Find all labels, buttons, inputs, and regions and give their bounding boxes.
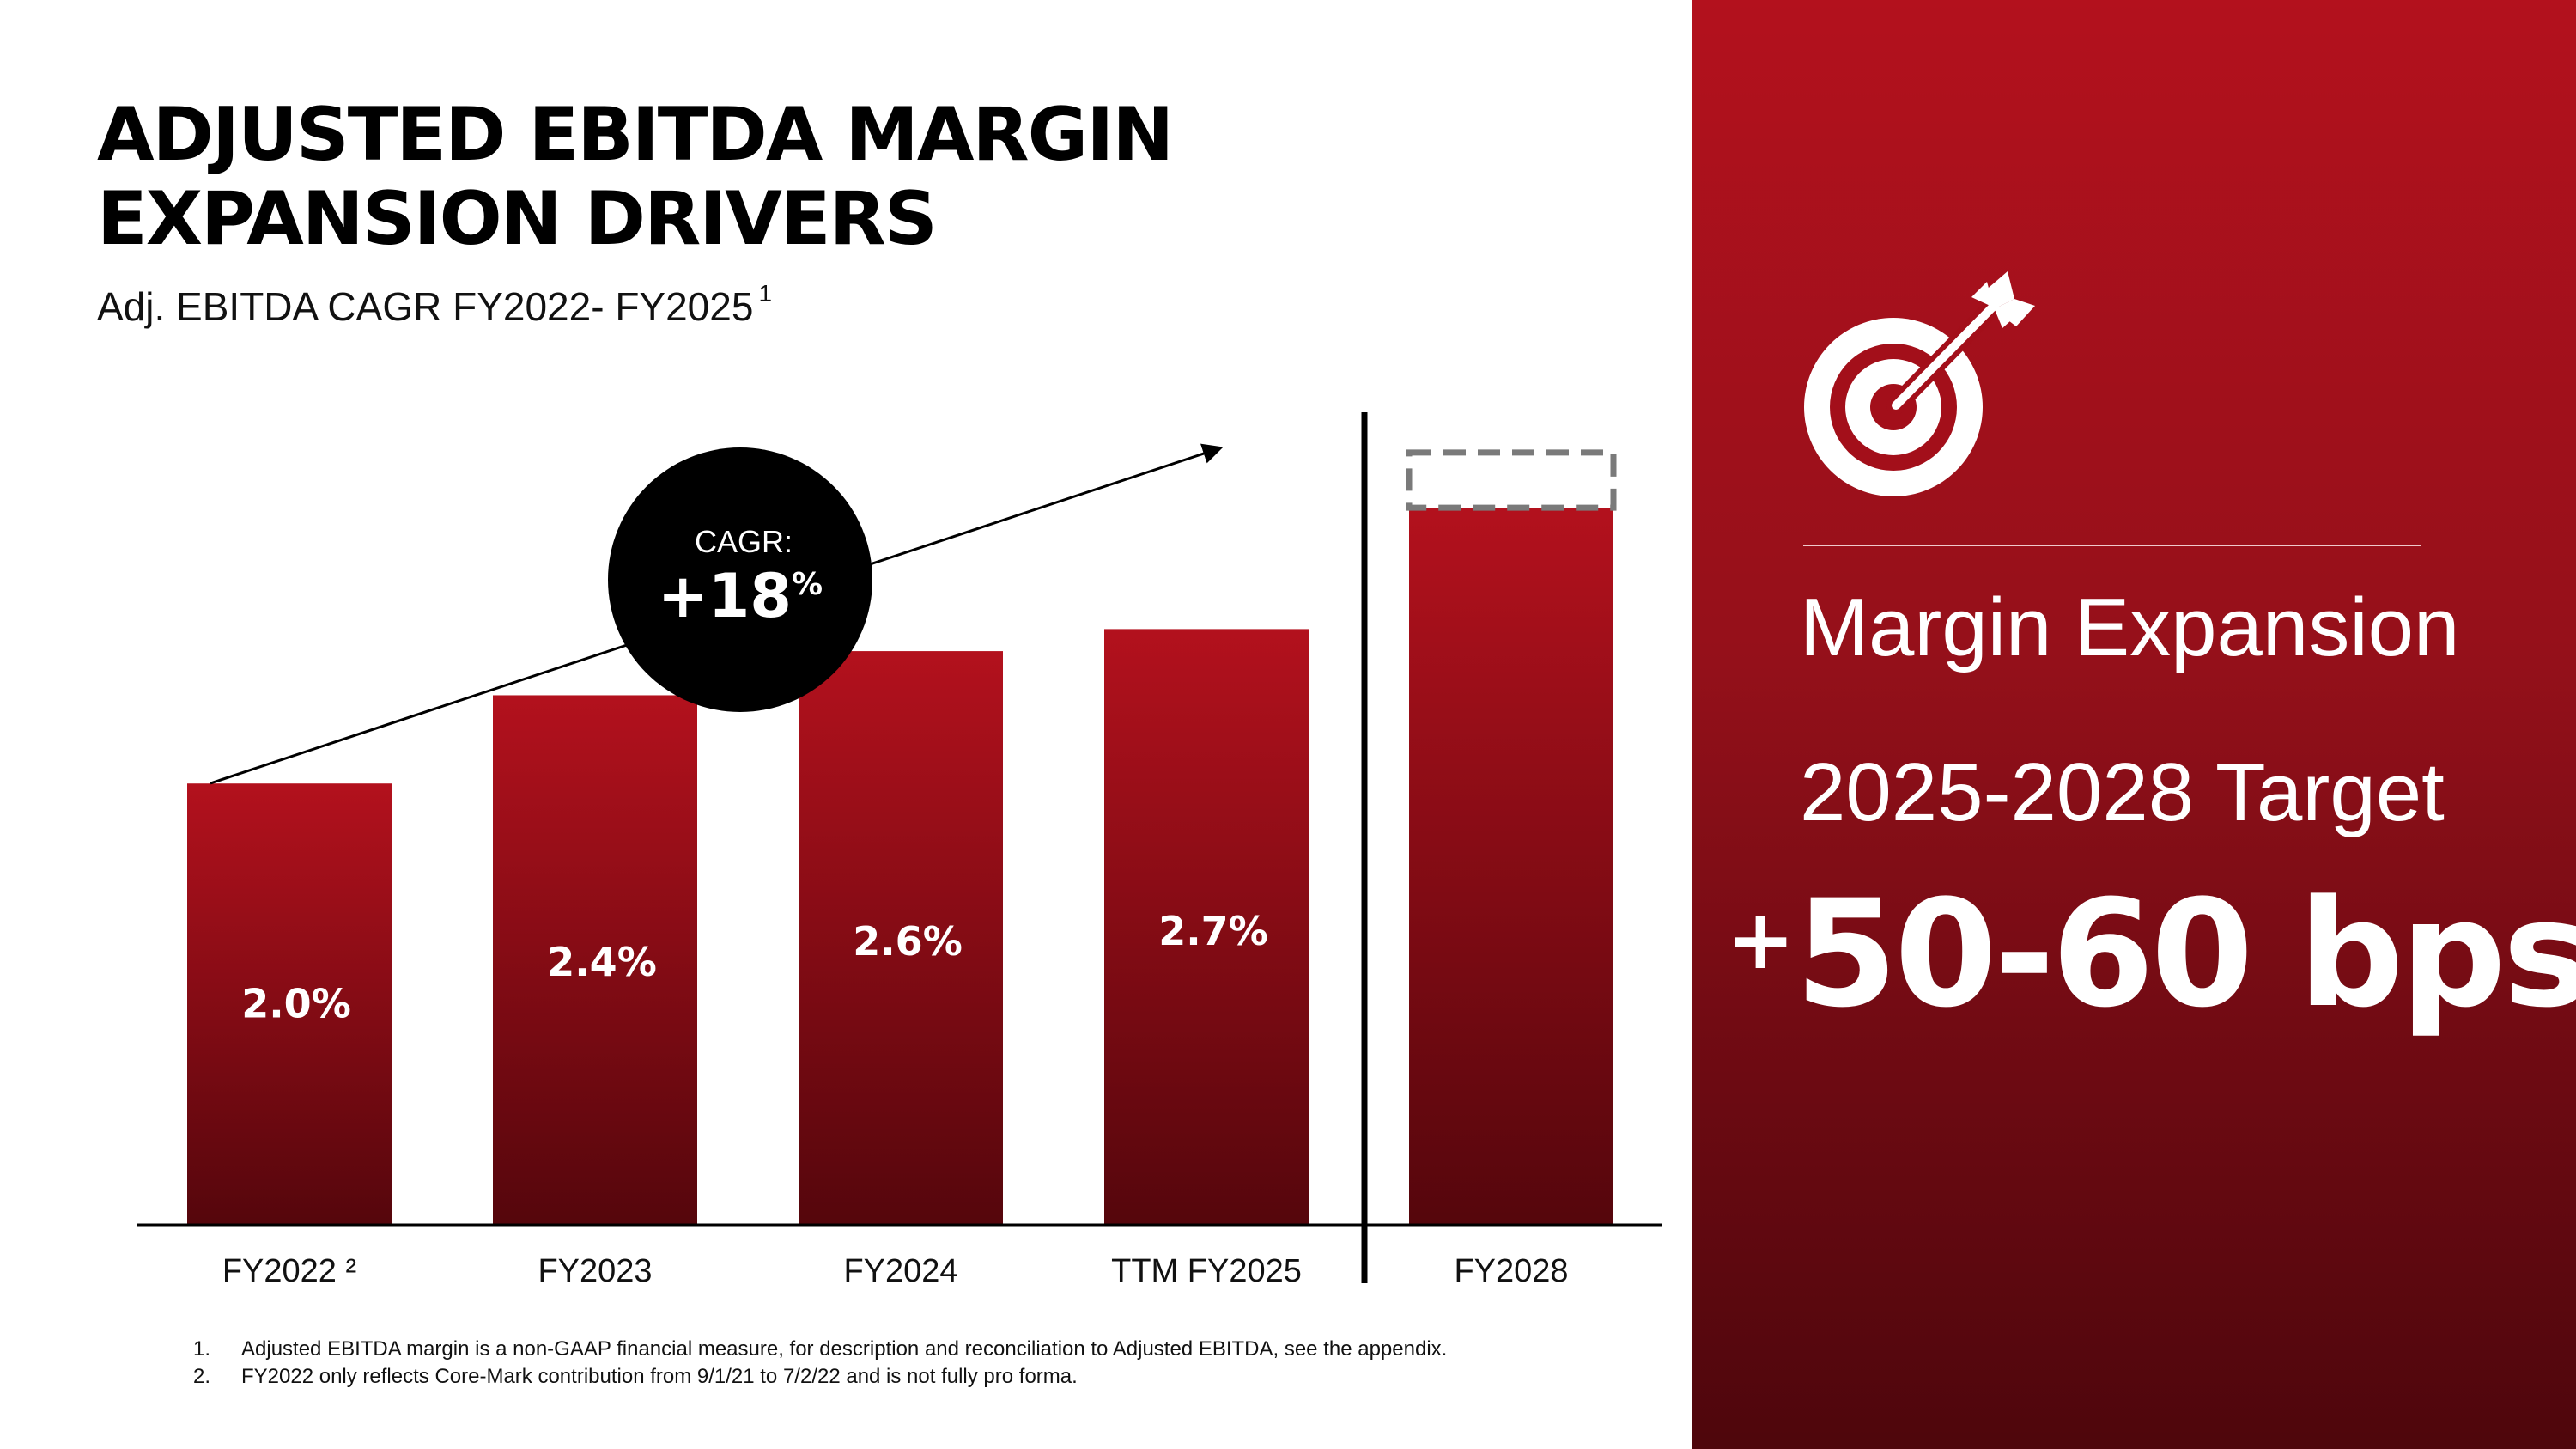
- bar-1: [187, 783, 392, 1225]
- bar-value-label-3: 2.6%: [853, 918, 963, 965]
- bar-5: [1409, 508, 1613, 1225]
- ebitda-margin-chart: 2.0% 2.4% 2.6% 2.7% FY2022 ² FY2023 FY2024 TTM…: [137, 412, 1662, 1289]
- footnote-1: 1. Adjusted EBITDA margin is a non-GAAP …: [193, 1337, 1448, 1361]
- footnote-2: 2. FY2022 only reflects Core-Mark contri…: [193, 1365, 1078, 1388]
- panel-sublabel: 2025-2028 Target: [1800, 746, 2445, 838]
- x-tick-labels-group: FY2022 ² FY2023 FY2024 TTM FY2025 FY2028: [222, 1253, 1569, 1289]
- bars-group: [187, 449, 1617, 1225]
- title-line-2: EXPANSION DRIVERS: [97, 176, 938, 262]
- panel-label: Margin Expansion: [1800, 581, 2460, 673]
- subtitle-footnote-ref: 1: [758, 280, 773, 307]
- target-value: +50-60 bps: [1726, 868, 2576, 1040]
- value-labels-group: 2.0% 2.4% 2.6% 2.7%: [241, 908, 1268, 1027]
- target-range-box: [1406, 449, 1617, 511]
- footnotes: 1. Adjusted EBITDA margin is a non-GAAP …: [193, 1336, 1447, 1391]
- title-line-1: ADJUSTED EBITDA MARGIN: [97, 92, 1174, 178]
- bar-value-label-1: 2.0%: [241, 981, 351, 1027]
- bar-3: [799, 651, 1003, 1225]
- bar-value-label-4: 2.7%: [1158, 908, 1268, 954]
- x-tick-label-2: FY2023: [538, 1253, 652, 1289]
- bar-4: [1104, 629, 1309, 1225]
- page-title: ADJUSTED EBITDA MARGIN EXPANSION DRIVERS: [97, 92, 1174, 262]
- cagr-label: CAGR:: [695, 524, 793, 559]
- cagr-badge: CAGR: +18%: [608, 447, 872, 712]
- subtitle-text: Adj. EBITDA CAGR FY2022- FY2025: [97, 284, 754, 329]
- target-panel: Margin Expansion 2025-2028 Target +50-60…: [1692, 0, 2576, 1449]
- target-value-text: 50-60 bps: [1795, 868, 2576, 1040]
- chart-subtitle: Adj. EBITDA CAGR FY2022- FY2025 1: [97, 280, 773, 330]
- x-tick-label-1: FY2022 ²: [222, 1253, 356, 1289]
- x-tick-label-4: TTM FY2025: [1111, 1253, 1302, 1289]
- x-tick-label-3: FY2024: [843, 1253, 957, 1289]
- panel-divider: [1803, 545, 2421, 546]
- bar-2: [493, 695, 697, 1225]
- x-tick-label-5: FY2028: [1454, 1253, 1568, 1289]
- target-prefix: +: [1726, 892, 1795, 988]
- target-icon: [1804, 271, 2035, 496]
- bar-value-label-2: 2.4%: [547, 939, 657, 985]
- cagr-value: +18%: [658, 561, 823, 631]
